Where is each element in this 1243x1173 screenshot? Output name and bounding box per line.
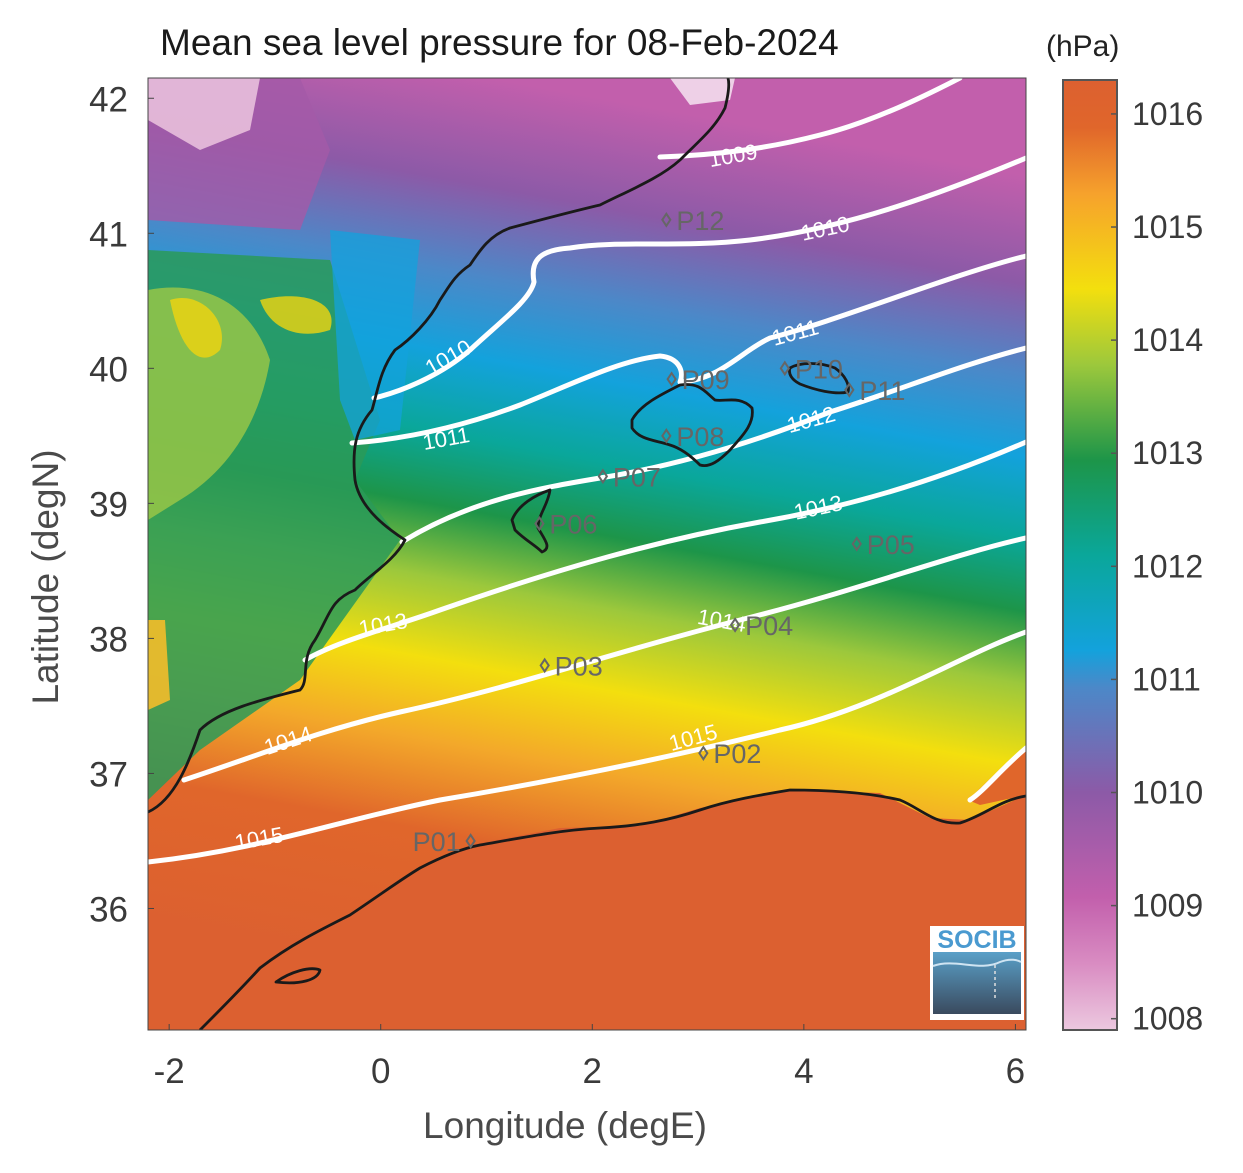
station-marker: [661, 428, 672, 444]
socib-logo-text: SOCIB: [937, 926, 1016, 954]
station-label: P09: [682, 365, 730, 395]
station-label: P10: [795, 354, 843, 384]
station-points: P01 P02 P03 P04 P05 P06 P07 P08 P09 P10 P11 P12: [413, 206, 915, 857]
isobar-1015: [148, 629, 1026, 865]
colorbar-tick-label: 1013: [1132, 435, 1203, 471]
colorbar-tick-label: 1014: [1132, 322, 1203, 358]
socib-logo: SOCIB: [930, 926, 1024, 1020]
station-label: P03: [555, 651, 603, 681]
station-marker: [465, 833, 476, 849]
x-tick-label: 2: [583, 1052, 602, 1091]
map-frame: [147, 77, 1027, 1031]
colorbar-tick-label: 1011: [1132, 661, 1201, 697]
iberia-coast: [148, 78, 731, 814]
isobar-1009: [657, 78, 963, 160]
station-label: P12: [676, 206, 724, 236]
x-tick-label: -2: [154, 1052, 185, 1091]
coastlines: [148, 78, 1026, 1030]
colorbar-ticks: 1008 1009 1010 1011 1012 1013 1014 1015 1016: [1111, 96, 1203, 1037]
station-marker: [666, 371, 677, 387]
station-marker: [698, 745, 709, 761]
y-tick-label: 37: [89, 755, 128, 794]
y-tick-label: 41: [89, 215, 128, 254]
station-label: P06: [549, 510, 597, 540]
isobar-1016: [967, 745, 1026, 803]
x-tick-label: 6: [1006, 1052, 1025, 1091]
colorbar-ramp: [1062, 79, 1118, 1031]
y-tick-label: 39: [89, 485, 128, 524]
island-mallorca: [630, 383, 754, 468]
station-marker: [534, 515, 545, 532]
colorbar-tick-label: 1016: [1132, 96, 1203, 132]
station-label: P11: [859, 376, 905, 406]
isobar-1014: [181, 535, 1026, 783]
station-marker: [851, 536, 862, 552]
map-title: Mean sea level pressure for 08-Feb-2024: [160, 22, 839, 63]
y-tick-label: 36: [89, 890, 128, 929]
island-alboran: [274, 967, 322, 985]
x-axis-label: Longitude (degE): [423, 1105, 707, 1146]
colorbar-tick-label: 1010: [1132, 775, 1203, 811]
y-tick-label: 42: [89, 80, 128, 119]
station-marker: [597, 468, 609, 485]
colorbar-tick-label: 1015: [1132, 209, 1203, 245]
isobar-1012: [399, 345, 1026, 545]
station-marker: [844, 382, 855, 398]
island-menorca: [788, 362, 850, 395]
y-axis-ticks: 36 37 38 39 40 41 42: [89, 80, 154, 929]
station-marker: [779, 360, 791, 377]
station-marker: [539, 657, 550, 674]
x-axis-ticks: -2 0 2 4 6: [154, 1024, 1025, 1091]
station-label: P07: [613, 462, 661, 492]
pressure-field: [148, 78, 1026, 1030]
colorbar: 1008 1009 1010 1011 1012 1013 1014 1015 1016: [1062, 79, 1203, 1037]
isobar-1011: [349, 253, 1026, 446]
isobar-1013: [302, 439, 1026, 663]
station-marker: [661, 211, 672, 228]
station-label: P01: [413, 827, 461, 857]
x-tick-label: 0: [371, 1052, 390, 1091]
isobars: [148, 78, 1026, 865]
colorbar-tick-label: 1012: [1132, 548, 1203, 584]
station-label: P04: [745, 611, 793, 641]
y-tick-label: 40: [89, 350, 128, 389]
station-label: P08: [676, 422, 724, 452]
colorbar-tick-label: 1008: [1132, 1001, 1203, 1037]
y-tick-label: 38: [89, 620, 128, 659]
colorbar-units: (hPa): [1046, 30, 1120, 63]
y-axis-label: Latitude (degN): [25, 449, 66, 704]
x-tick-label: 4: [794, 1052, 813, 1091]
colorbar-tick-label: 1009: [1132, 888, 1203, 924]
station-label: P02: [713, 739, 761, 769]
station-label: P05: [867, 530, 915, 560]
isobar-1010: [371, 155, 1026, 401]
africa-coast: [199, 788, 1026, 1030]
station-marker: [729, 617, 741, 633]
